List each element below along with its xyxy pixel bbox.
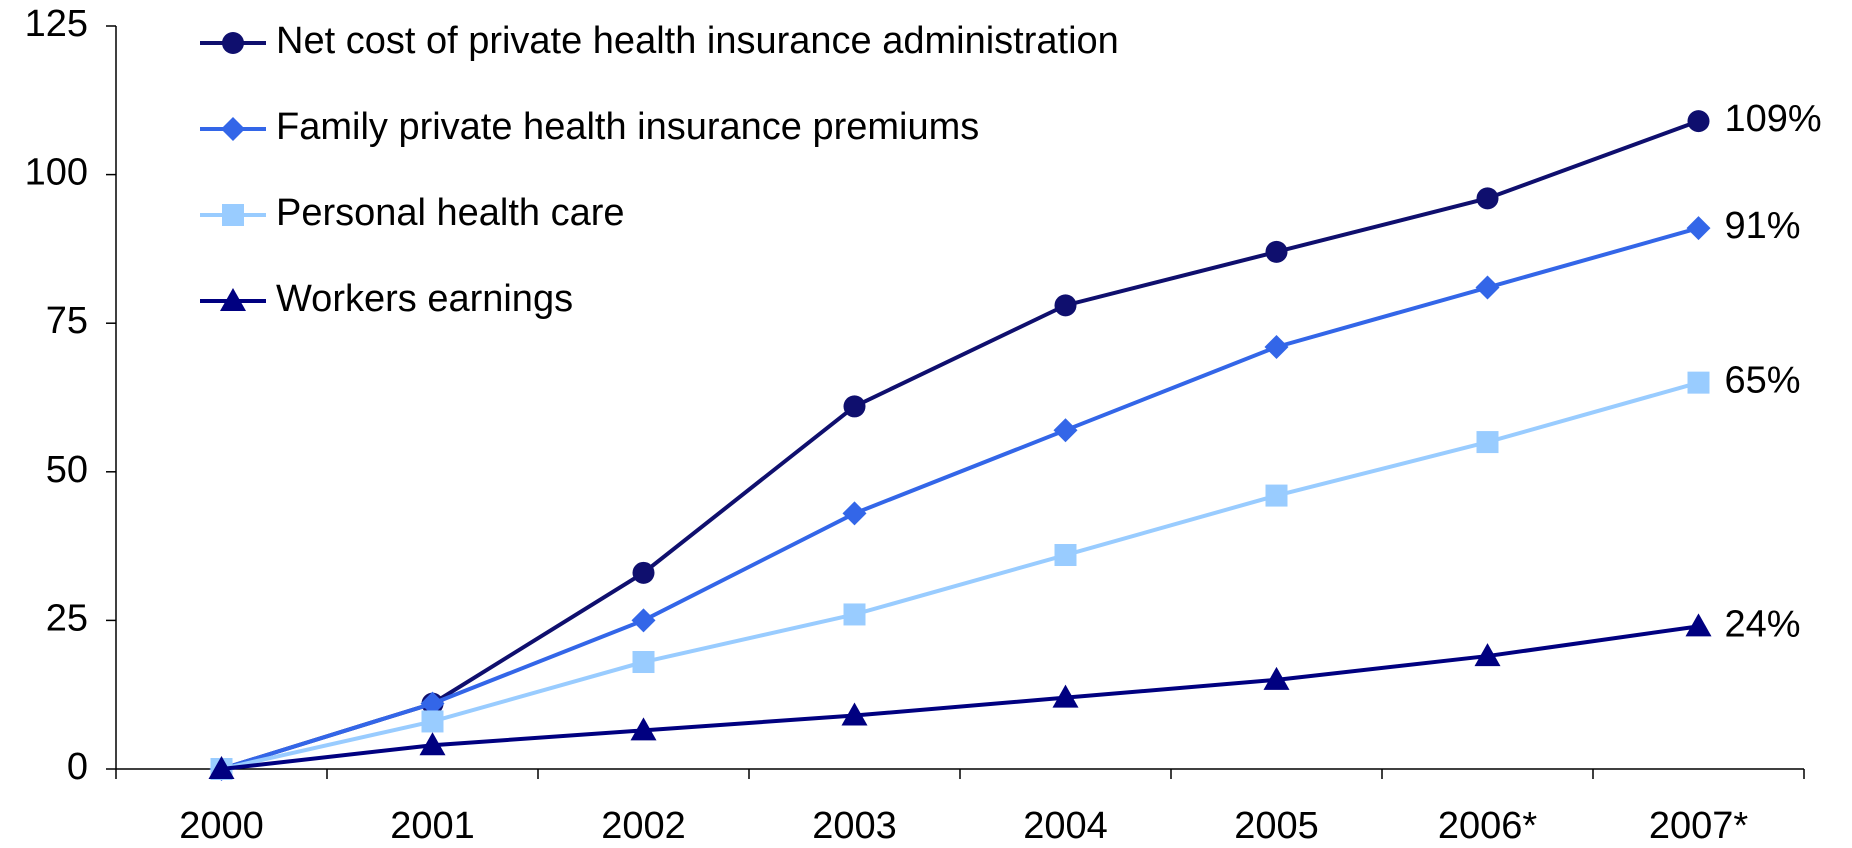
data-point xyxy=(632,651,655,674)
data-point xyxy=(1687,110,1710,133)
data-point xyxy=(1265,240,1288,263)
x-tick-label: 2000 xyxy=(179,805,264,847)
data-point xyxy=(421,710,444,733)
data-point xyxy=(1263,666,1290,690)
data-label: 91% xyxy=(1725,205,1801,247)
data-point xyxy=(420,691,445,716)
series-line xyxy=(221,624,1699,771)
data-point xyxy=(208,756,235,779)
data-point xyxy=(1264,334,1289,359)
data-point xyxy=(1053,418,1078,443)
legend-marker xyxy=(220,288,246,311)
legend-marker xyxy=(221,117,245,141)
data-point xyxy=(632,561,655,584)
x-tick-label: 2002 xyxy=(601,805,686,847)
series-line xyxy=(220,226,1700,771)
data-point xyxy=(1054,294,1077,317)
data-point xyxy=(1476,187,1499,210)
y-tick-label: 25 xyxy=(46,597,88,639)
x-tick-label: 2007* xyxy=(1649,805,1749,847)
data-point xyxy=(1052,684,1079,708)
data-point xyxy=(843,603,866,626)
data-point xyxy=(630,717,657,741)
x-tick-label: 2004 xyxy=(1023,805,1108,847)
legend-marker xyxy=(222,32,244,54)
data-point xyxy=(1476,431,1499,454)
x-tick-label: 2003 xyxy=(812,805,897,847)
legend-label: Family private health insurance premiums xyxy=(276,106,979,148)
legend-marker xyxy=(222,204,244,226)
data-point xyxy=(1054,544,1077,567)
data-point xyxy=(842,501,867,526)
data-point xyxy=(631,608,656,633)
data-point xyxy=(1475,275,1500,300)
data-point xyxy=(1265,484,1288,507)
y-tick-label: 50 xyxy=(46,449,88,491)
data-point xyxy=(419,732,446,756)
x-tick-label: 2006* xyxy=(1438,805,1538,847)
series-line xyxy=(221,380,1700,771)
x-tick-label: 2001 xyxy=(390,805,475,847)
series-line xyxy=(220,119,1700,771)
x-tick-label: 2005 xyxy=(1234,805,1319,847)
data-point xyxy=(843,395,866,418)
y-tick-label: 100 xyxy=(25,152,88,194)
data-point xyxy=(1474,643,1501,667)
y-tick-label: 75 xyxy=(46,300,88,342)
data-label: 65% xyxy=(1725,360,1801,402)
data-point xyxy=(841,702,868,726)
data-label: 109% xyxy=(1725,98,1822,140)
data-label: 24% xyxy=(1725,603,1801,645)
legend-label: Personal health care xyxy=(276,192,625,234)
legend-label: Net cost of private health insurance adm… xyxy=(276,20,1119,62)
data-point xyxy=(1686,216,1711,241)
data-point xyxy=(1687,371,1710,394)
y-tick-label: 125 xyxy=(25,3,88,45)
data-point xyxy=(1685,613,1712,637)
y-tick-label: 0 xyxy=(67,746,88,788)
legend-label: Workers earnings xyxy=(276,278,573,320)
